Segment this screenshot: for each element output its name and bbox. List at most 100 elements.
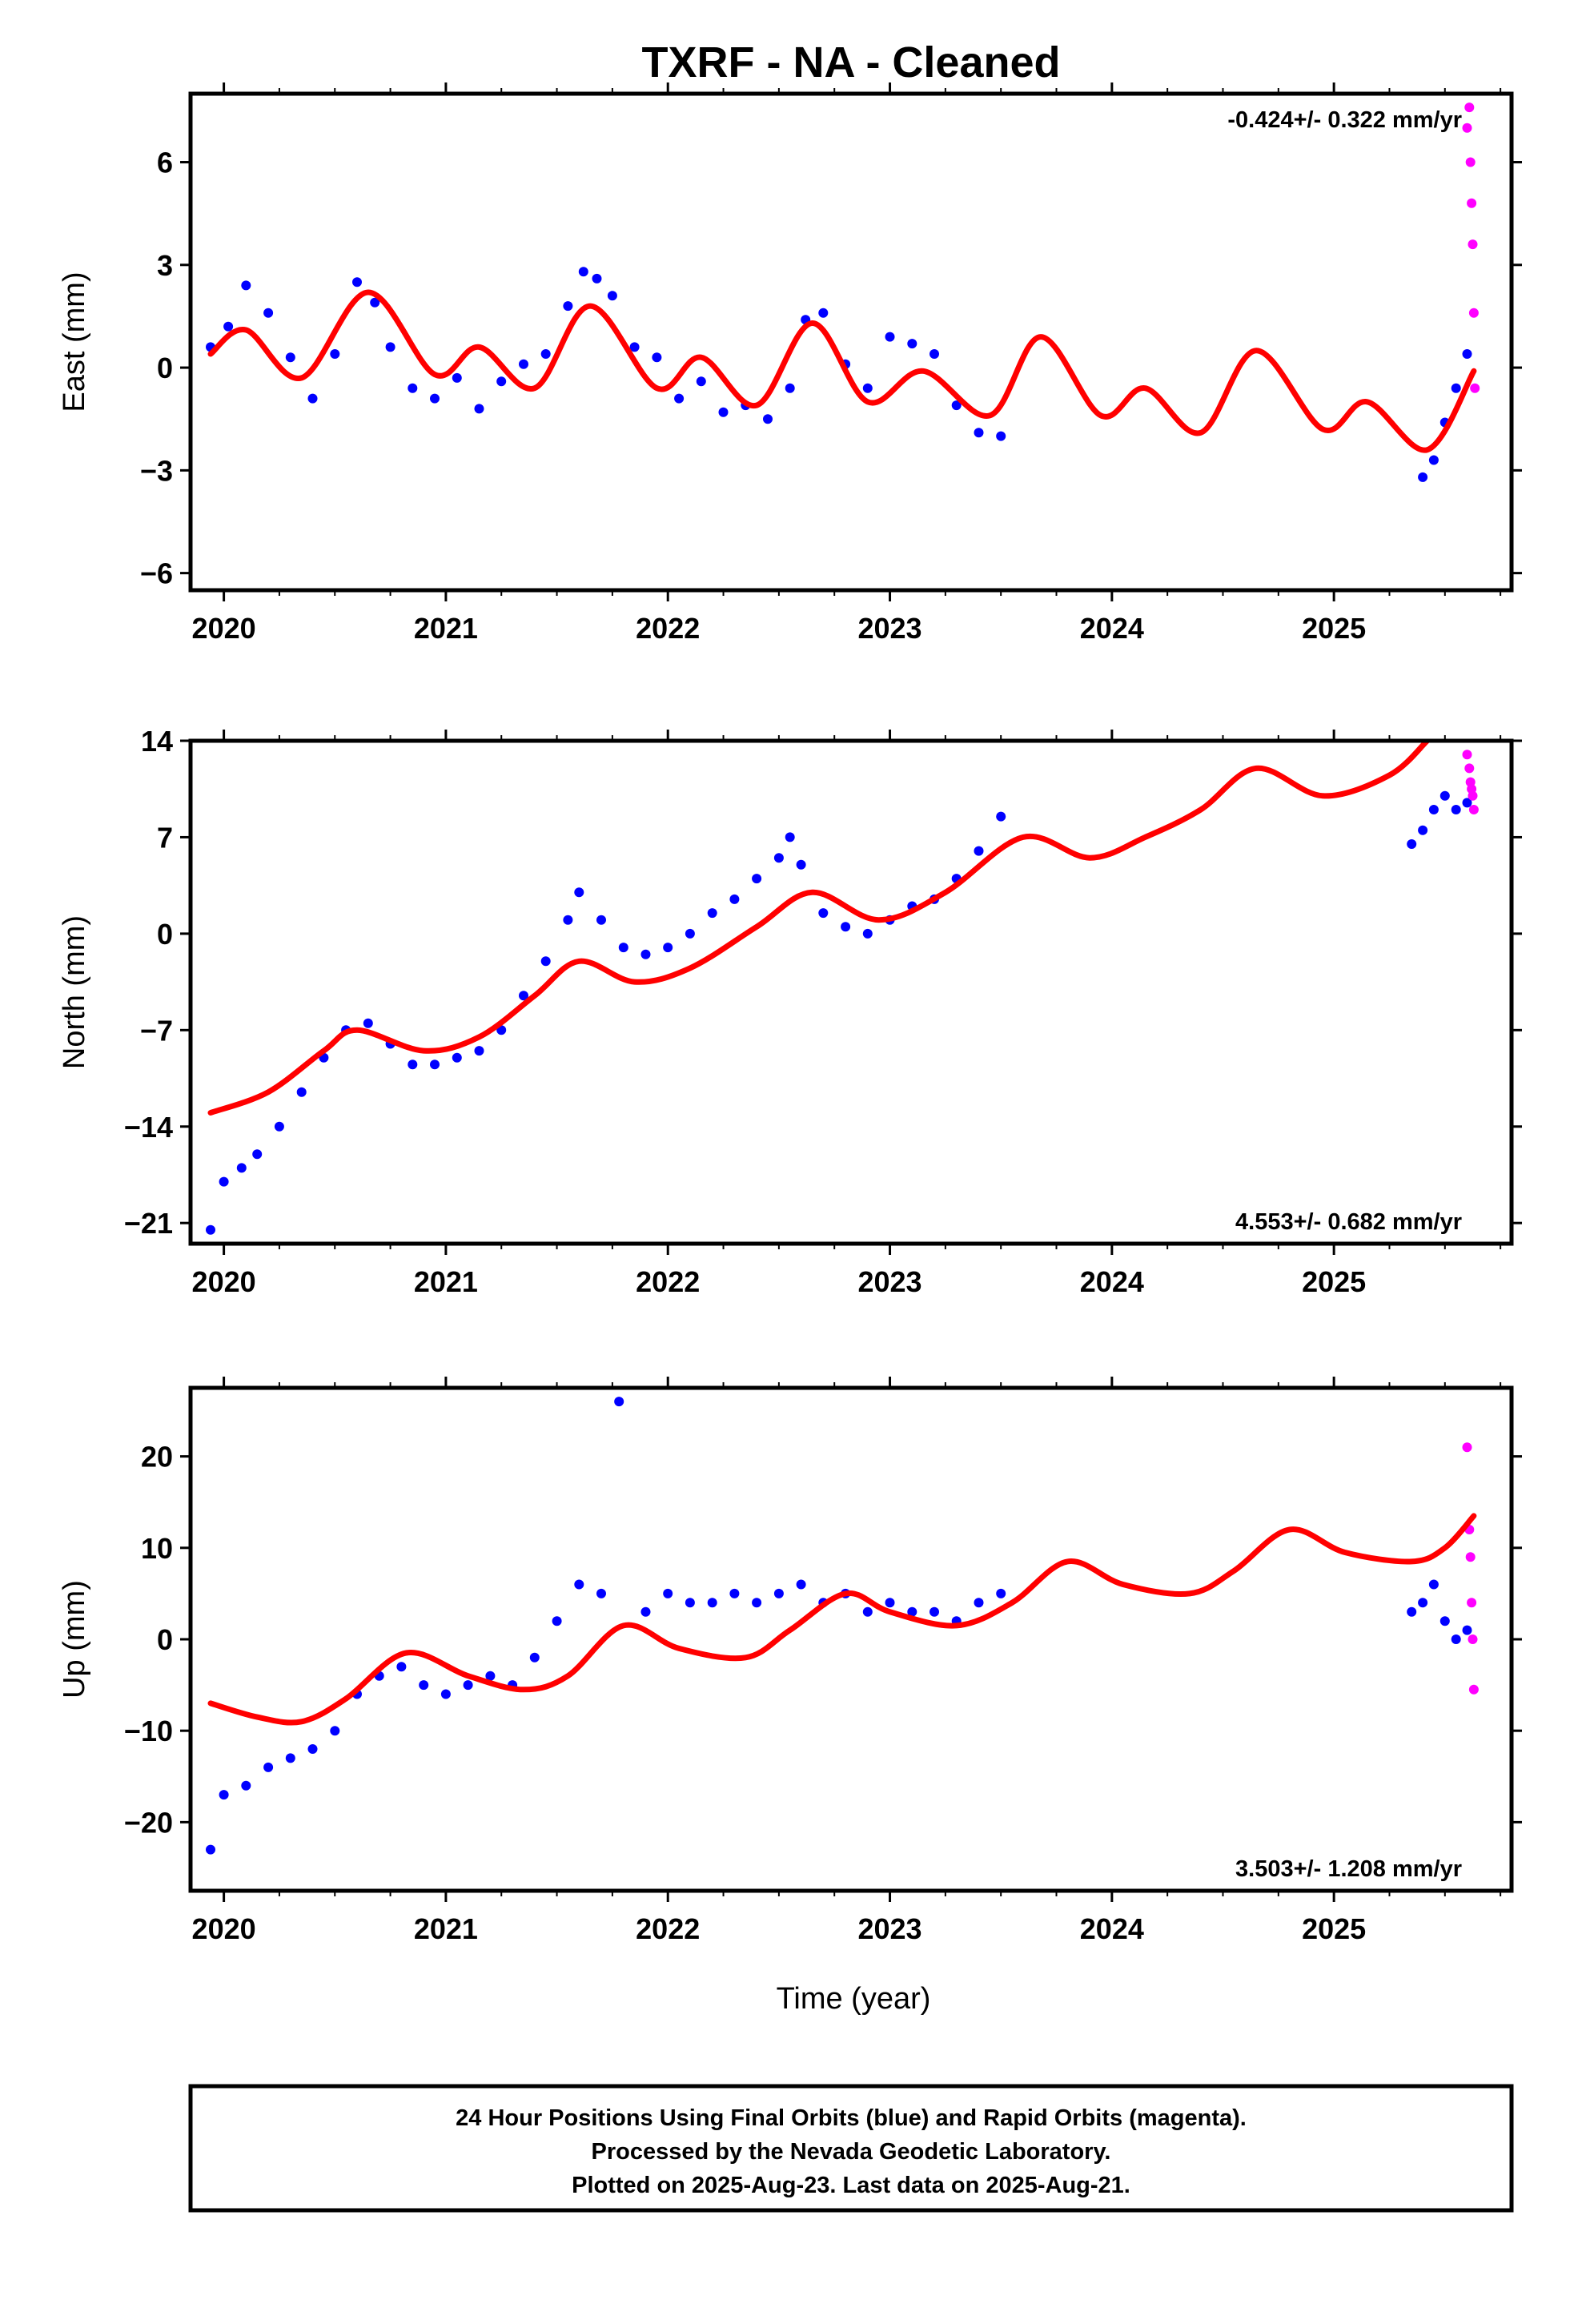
north-final-point-19: [596, 915, 606, 925]
east-final-point-32: [862, 383, 873, 393]
north-final-point-16: [540, 956, 551, 967]
north-plot-area: [206, 741, 1479, 1235]
north-panel: −21 −14 −7 0 7 14 2020 2021 2022 2023 2024 2025 Nort…: [58, 725, 1522, 1298]
up-final-point-19: [614, 1397, 624, 1407]
north-final-point-28: [785, 832, 795, 842]
east-final-point-2: [241, 280, 251, 291]
east-final-point-39: [1418, 472, 1428, 482]
footer-line-2: Processed by the Nevada Geodetic Laborat…: [592, 2139, 1111, 2165]
north-rapid-point-1: [1464, 763, 1475, 774]
up-final-point-32: [907, 1606, 917, 1617]
up-final-point-40: [1439, 1616, 1450, 1626]
north-ytick-label--21: −21: [124, 1207, 173, 1240]
east-xtick-label-2023: 2023: [857, 612, 921, 645]
up-ytick-label--10: −10: [124, 1715, 173, 1747]
north-model-curve: [207, 741, 1431, 1116]
north-final-point-17: [563, 915, 573, 925]
east-final-point-19: [592, 273, 602, 283]
east-final-point-4: [285, 352, 295, 363]
north-rapid-point-5: [1468, 805, 1479, 814]
north-final-point-22: [663, 943, 673, 953]
up-final-point-41: [1451, 1634, 1461, 1644]
east-final-point-37: [974, 428, 984, 438]
up-final-point-2: [241, 1780, 251, 1791]
east-final-point-30: [818, 308, 829, 318]
north-final-point-26: [752, 874, 762, 884]
north-xtick-label-2025: 2025: [1302, 1265, 1366, 1298]
up-rapid-point-3: [1467, 1598, 1477, 1608]
east-final-point-33: [885, 332, 895, 342]
north-final-point-13: [474, 1046, 484, 1056]
north-final-point-37: [974, 846, 984, 856]
up-final-point-4: [285, 1753, 295, 1763]
east-frame: [188, 91, 1514, 593]
east-plot-area: [206, 103, 1480, 482]
east-final-point-10: [408, 383, 418, 393]
north-final-point-30: [818, 908, 829, 919]
east-final-point-17: [563, 301, 573, 312]
north-final-point-38: [996, 811, 1006, 822]
east-final-point-21: [629, 342, 640, 352]
x-axis-title: Time (year): [777, 1982, 931, 2016]
north-xtick-label-2022: 2022: [636, 1265, 700, 1298]
up-final-point-31: [885, 1598, 895, 1608]
up-final-point-12: [463, 1680, 473, 1691]
up-plot-area: [206, 1397, 1479, 1855]
east-final-point-3: [263, 308, 274, 318]
east-final-point-42: [1451, 383, 1461, 393]
east-final-point-20: [607, 291, 617, 301]
north-rapid-point-4: [1468, 790, 1478, 801]
up-rapid-point-4: [1468, 1634, 1478, 1644]
north-final-point-1: [219, 1176, 229, 1187]
east-ytick-label-6: 6: [157, 147, 173, 179]
up-final-point-6: [330, 1726, 340, 1736]
up-final-point-37: [1407, 1606, 1417, 1617]
north-final-point-15: [519, 991, 528, 1001]
east-ytick-label-3: 3: [157, 249, 173, 282]
up-final-point-10: [419, 1680, 429, 1691]
east-final-point-38: [996, 431, 1006, 441]
east-final-point-43: [1462, 349, 1472, 359]
north-final-point-8: [363, 1018, 373, 1028]
east-final-point-24: [696, 376, 706, 387]
north-final-point-20: [618, 943, 628, 953]
north-ytick-label--7: −7: [140, 1014, 173, 1047]
east-rapid-point-6: [1470, 383, 1480, 393]
up-final-point-38: [1418, 1598, 1428, 1608]
north-final-point-12: [452, 1052, 462, 1063]
north-final-point-25: [729, 894, 740, 904]
east-final-point-12: [452, 372, 462, 383]
north-ytick-label-0: 0: [157, 918, 173, 951]
east-final-point-11: [430, 393, 440, 404]
east-rapid-point-4: [1468, 239, 1478, 250]
east-final-point-7: [352, 277, 362, 287]
east-final-point-15: [519, 359, 528, 369]
east-panel: −6 −3 0 3 6 2020 2021 2022 2023 2024 2025 East (mm)…: [58, 82, 1522, 645]
footer-line-3: Plotted on 2025-Aug-23. Last data on 202…: [572, 2173, 1130, 2198]
east-final-point-13: [474, 404, 484, 414]
up-final-point-21: [663, 1588, 673, 1598]
east-final-point-28: [785, 383, 795, 393]
north-final-point-4: [274, 1121, 284, 1132]
up-ytick-label-0: 0: [157, 1623, 173, 1656]
chart-title: TXRF - NA - Cleaned: [641, 38, 1060, 86]
up-final-point-39: [1428, 1579, 1439, 1590]
north-final-point-23: [685, 928, 695, 939]
north-rate-label: 4.553+/- 0.682 mm/yr: [1235, 1209, 1462, 1235]
up-final-point-18: [596, 1588, 606, 1598]
up-rapid-point-5: [1468, 1684, 1479, 1695]
up-final-point-27: [796, 1579, 806, 1590]
north-final-point-5: [296, 1087, 307, 1097]
east-final-point-16: [540, 349, 551, 359]
north-ytick-label--14: −14: [124, 1111, 173, 1144]
east-final-point-18: [578, 267, 588, 277]
east-final-point-5: [307, 393, 318, 404]
east-final-point-6: [330, 349, 340, 359]
up-final-point-17: [574, 1579, 584, 1590]
up-xtick-label-2024: 2024: [1080, 1912, 1144, 1945]
up-final-point-30: [862, 1606, 873, 1617]
up-final-point-36: [996, 1588, 1006, 1598]
north-final-point-27: [773, 853, 784, 863]
